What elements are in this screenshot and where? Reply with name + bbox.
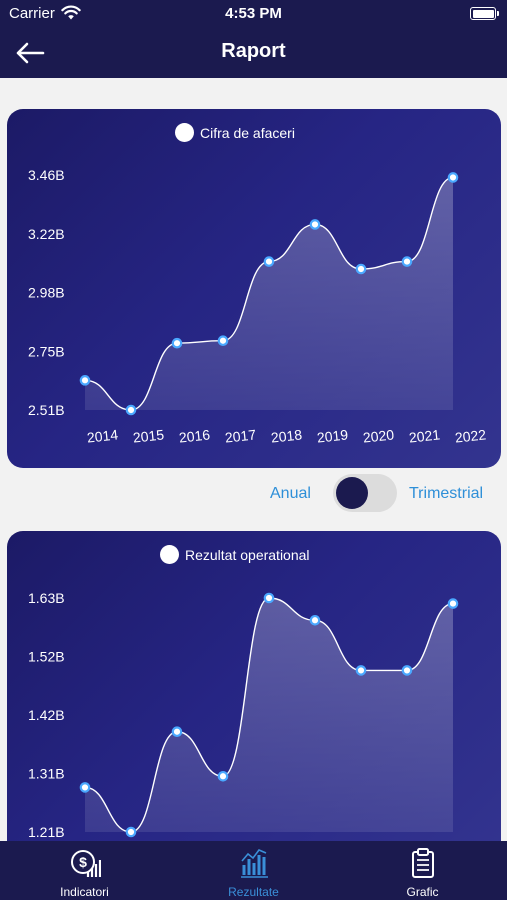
data-point: [447, 598, 459, 609]
x-tick-label: 2020: [362, 426, 395, 445]
x-tick-label: 2015: [132, 426, 165, 445]
operational-result-chart: 1.21B 1.31B 1.42B 1.52B 1.63B: [28, 590, 459, 840]
tab-bar: $ Indicatori Rezultate Grafic: [0, 841, 507, 900]
toggle-label-trimestrial[interactable]: Trimestrial: [409, 485, 484, 502]
tab-grafic[interactable]: Grafic: [338, 841, 507, 900]
chart-legend: Cifra de afaceri: [175, 123, 295, 142]
chart-line: [84, 597, 454, 833]
period-toggle-row: Anual Trimestrial: [0, 470, 507, 518]
legend-label: Cifra de afaceri: [200, 124, 295, 141]
y-tick-label: 1.42B: [28, 707, 65, 723]
back-button[interactable]: [10, 36, 50, 70]
chart-area: [85, 177, 453, 410]
revenue-chart-card: Cifra de afaceri 2.51B 2.75B 2.98B 3.22B 3.4…: [7, 109, 501, 468]
data-point: [217, 770, 229, 782]
data-point: [125, 404, 137, 416]
x-tick-label: 2017: [224, 426, 257, 445]
data-point: [309, 219, 321, 230]
data-point: [79, 375, 91, 386]
data-point: [171, 726, 183, 738]
data-point: [171, 337, 183, 349]
toggle-knob: [336, 477, 368, 509]
status-bar: Carrier 4:53 PM: [0, 0, 507, 28]
toggle-label-anual[interactable]: Anual: [270, 485, 311, 502]
data-point: [447, 172, 459, 183]
tab-label: Indicatori: [60, 885, 109, 899]
y-tick-label: 1.31B: [28, 766, 65, 782]
clipboard-icon: [412, 848, 434, 878]
wifi-icon: [61, 5, 81, 20]
x-tick-label: 2019: [316, 426, 349, 445]
svg-text:$: $: [79, 854, 87, 870]
y-tick-label: 3.22B: [28, 226, 65, 242]
battery-icon: [470, 7, 499, 20]
tab-indicatori[interactable]: $ Indicatori: [0, 841, 169, 900]
y-tick-label: 2.98B: [28, 285, 65, 301]
tab-label: Rezultate: [228, 885, 279, 899]
chart-legend: Rezultat operational: [160, 545, 310, 564]
data-point: [79, 782, 91, 793]
data-point: [309, 614, 321, 626]
revenue-chart: 2.51B 2.75B 2.98B 3.22B 3.46B 2014 2015 2016 201…: [28, 167, 487, 446]
data-point: [263, 256, 275, 267]
y-tick-label: 1.52B: [28, 649, 65, 665]
data-point: [263, 592, 275, 604]
carrier-label: Carrier: [9, 5, 55, 22]
legend-dot-icon: [175, 123, 194, 142]
data-point: [355, 665, 367, 676]
page-title: Raport: [221, 40, 286, 62]
period-toggle-switch[interactable]: [333, 474, 397, 512]
bar-chart-icon: [241, 849, 268, 878]
operational-result-chart-card: Rezultat operational 1.21B 1.31B 1.42B 1.52…: [7, 531, 501, 871]
y-tick-label: 2.51B: [28, 402, 65, 418]
x-tick-label: 2021: [408, 426, 441, 445]
y-tick-label: 1.21B: [28, 824, 65, 840]
arrow-left-icon: [16, 42, 45, 64]
legend-dot-icon: [160, 545, 179, 564]
x-tick-label: 2018: [270, 426, 303, 445]
data-point: [401, 256, 413, 267]
chart-area: [85, 598, 453, 832]
x-tick-label: 2014: [86, 426, 119, 445]
y-tick-label: 3.46B: [28, 167, 65, 183]
x-tick-label: 2016: [178, 426, 211, 445]
status-time: 4:53 PM: [225, 5, 282, 22]
data-point: [217, 335, 229, 347]
data-point: [401, 665, 413, 676]
data-point: [125, 826, 137, 838]
x-tick-label: 2022: [454, 426, 487, 445]
y-tick-label: 1.63B: [28, 590, 65, 606]
y-tick-label: 2.75B: [28, 343, 65, 359]
dollar-chart-icon: $: [71, 850, 101, 877]
nav-bar: Raport: [0, 28, 507, 78]
tab-rezultate[interactable]: Rezultate: [169, 841, 338, 900]
legend-label: Rezultat operational: [185, 546, 310, 563]
data-point: [355, 263, 367, 275]
tab-label: Grafic: [406, 885, 439, 899]
